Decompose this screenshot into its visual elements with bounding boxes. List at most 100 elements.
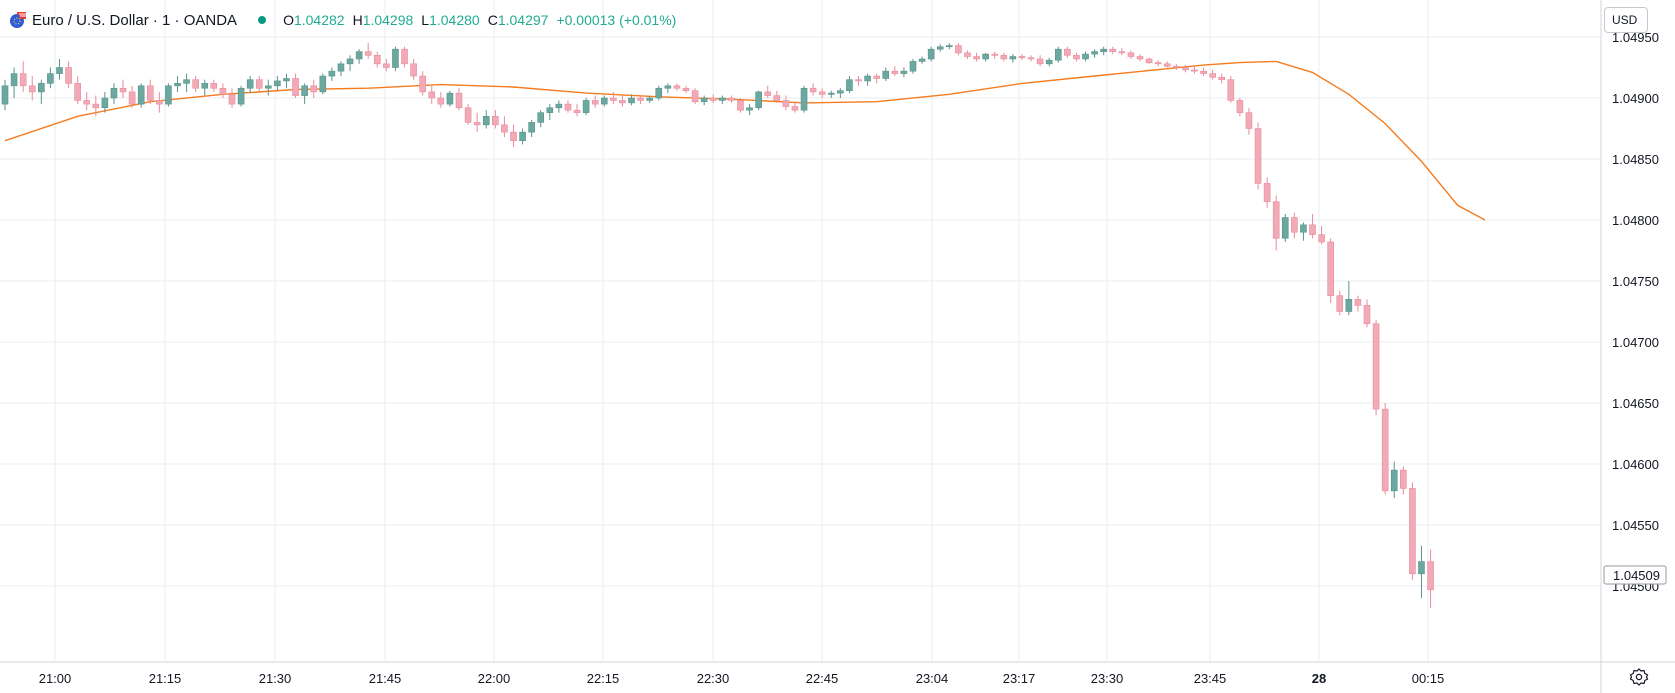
candle-body: [1409, 488, 1416, 575]
time-axis[interactable]: 21:00 21:15 21:30 21:45 22:00 22:15 22:30 22:45…: [39, 671, 1445, 686]
candle-body: [991, 53, 999, 56]
candle-body: [110, 87, 118, 99]
candle-body: [1336, 295, 1344, 312]
time-tick-label: 22:00: [478, 671, 511, 686]
time-tick-label: 28: [1312, 671, 1326, 686]
candle-body: [210, 83, 218, 89]
candle-body: [319, 75, 327, 93]
candle-body: [410, 63, 417, 77]
candle-body: [1173, 65, 1180, 68]
gear-icon[interactable]: [1628, 666, 1650, 688]
current-price-box: [1603, 565, 1667, 585]
candle-body: [619, 100, 626, 104]
candle-body: [482, 116, 490, 126]
candle-body: [719, 97, 726, 101]
candle-body: [528, 122, 535, 133]
candle-body: [682, 87, 690, 91]
candle-body: [764, 91, 772, 96]
candle-body: [773, 95, 781, 101]
candle-body: [673, 85, 681, 89]
live-dot-icon: [255, 13, 269, 27]
candle-body: [982, 53, 989, 60]
candle-body: [610, 97, 617, 101]
candle-body: [1281, 217, 1289, 239]
eurusd-flag-icon: [8, 11, 26, 29]
candle-body: [927, 48, 935, 60]
candle-body: [664, 85, 672, 89]
candle-body: [419, 75, 426, 93]
candle-body: [964, 52, 971, 57]
candle-body: [364, 51, 372, 56]
candle-body: [283, 78, 290, 82]
candle-body: [19, 73, 27, 87]
candle-body: [92, 103, 100, 109]
candle-body: [1100, 48, 1107, 52]
candle-body: [128, 91, 136, 105]
candle-body: [228, 94, 236, 105]
candle-body: [691, 90, 699, 102]
candle-body: [1082, 53, 1089, 60]
time-tick-label: 00:15: [1412, 671, 1445, 686]
candle-body: [728, 97, 735, 101]
time-tick-label: 23:45: [1194, 671, 1227, 686]
candle-body: [646, 97, 653, 101]
candle-body: [973, 56, 980, 60]
candle-body: [855, 79, 862, 82]
candle-body: [165, 85, 172, 105]
candle-body: [355, 51, 363, 60]
candle-body: [1236, 100, 1244, 113]
candle-body: [1390, 469, 1398, 492]
candle-body: [1064, 48, 1071, 56]
currency-button[interactable]: USD: [1604, 7, 1648, 33]
candle-body: [537, 112, 545, 123]
candle-body: [38, 83, 45, 93]
candle-body: [337, 63, 345, 72]
candle-body: [837, 90, 844, 94]
price-tick-label: 1.04650: [1612, 396, 1659, 411]
time-tick-label: 21:15: [149, 671, 182, 686]
candle-body: [709, 97, 717, 101]
candle-body: [564, 103, 572, 111]
candle-body: [492, 116, 499, 126]
candle-body: [383, 63, 390, 68]
price-tick-label: 1.04750: [1612, 274, 1659, 289]
candle-body: [1209, 73, 1216, 78]
candle-body: [1118, 51, 1126, 54]
candle-body: [1300, 224, 1307, 233]
candle-body: [428, 91, 436, 99]
symbol-title[interactable]: Euro / U.S. Dollar · 1 · OANDA: [32, 11, 238, 29]
time-tick-label: 23:17: [1003, 671, 1036, 686]
candle-body: [1227, 79, 1235, 101]
candle-body: [56, 67, 63, 74]
candle-body: [346, 58, 354, 65]
candle-body: [328, 70, 336, 77]
candle-body: [1400, 469, 1407, 489]
candle-body: [1254, 128, 1262, 184]
candle-body: [591, 100, 599, 105]
price-axis[interactable]: 1.045001.045501.046001.046501.047001.047…: [1612, 30, 1659, 594]
candle-body: [401, 48, 408, 65]
candle-body: [101, 97, 109, 109]
candle-body: [1145, 58, 1153, 63]
price-tick-label: 1.04950: [1612, 30, 1659, 45]
candle-body: [827, 92, 835, 95]
current-price-value: 1.04509: [1613, 568, 1660, 583]
candle-body: [1163, 63, 1171, 67]
candle-body: [1309, 224, 1316, 235]
candle-body: [1018, 56, 1026, 59]
candle-body: [800, 87, 808, 111]
candle-body: [1354, 298, 1362, 306]
open-number: 1.04282: [293, 12, 345, 28]
high-number: 1.04298: [362, 12, 414, 28]
candle-body: [473, 122, 481, 126]
candle-body: [582, 100, 590, 113]
candle-body: [47, 73, 54, 84]
price-tick-label: 1.04600: [1612, 457, 1659, 472]
candle-body: [437, 97, 445, 105]
candle-body: [755, 91, 762, 109]
candle-body: [1, 85, 9, 105]
candle-body: [936, 46, 944, 50]
candle-body: [1372, 323, 1380, 410]
candle-body: [510, 131, 517, 142]
